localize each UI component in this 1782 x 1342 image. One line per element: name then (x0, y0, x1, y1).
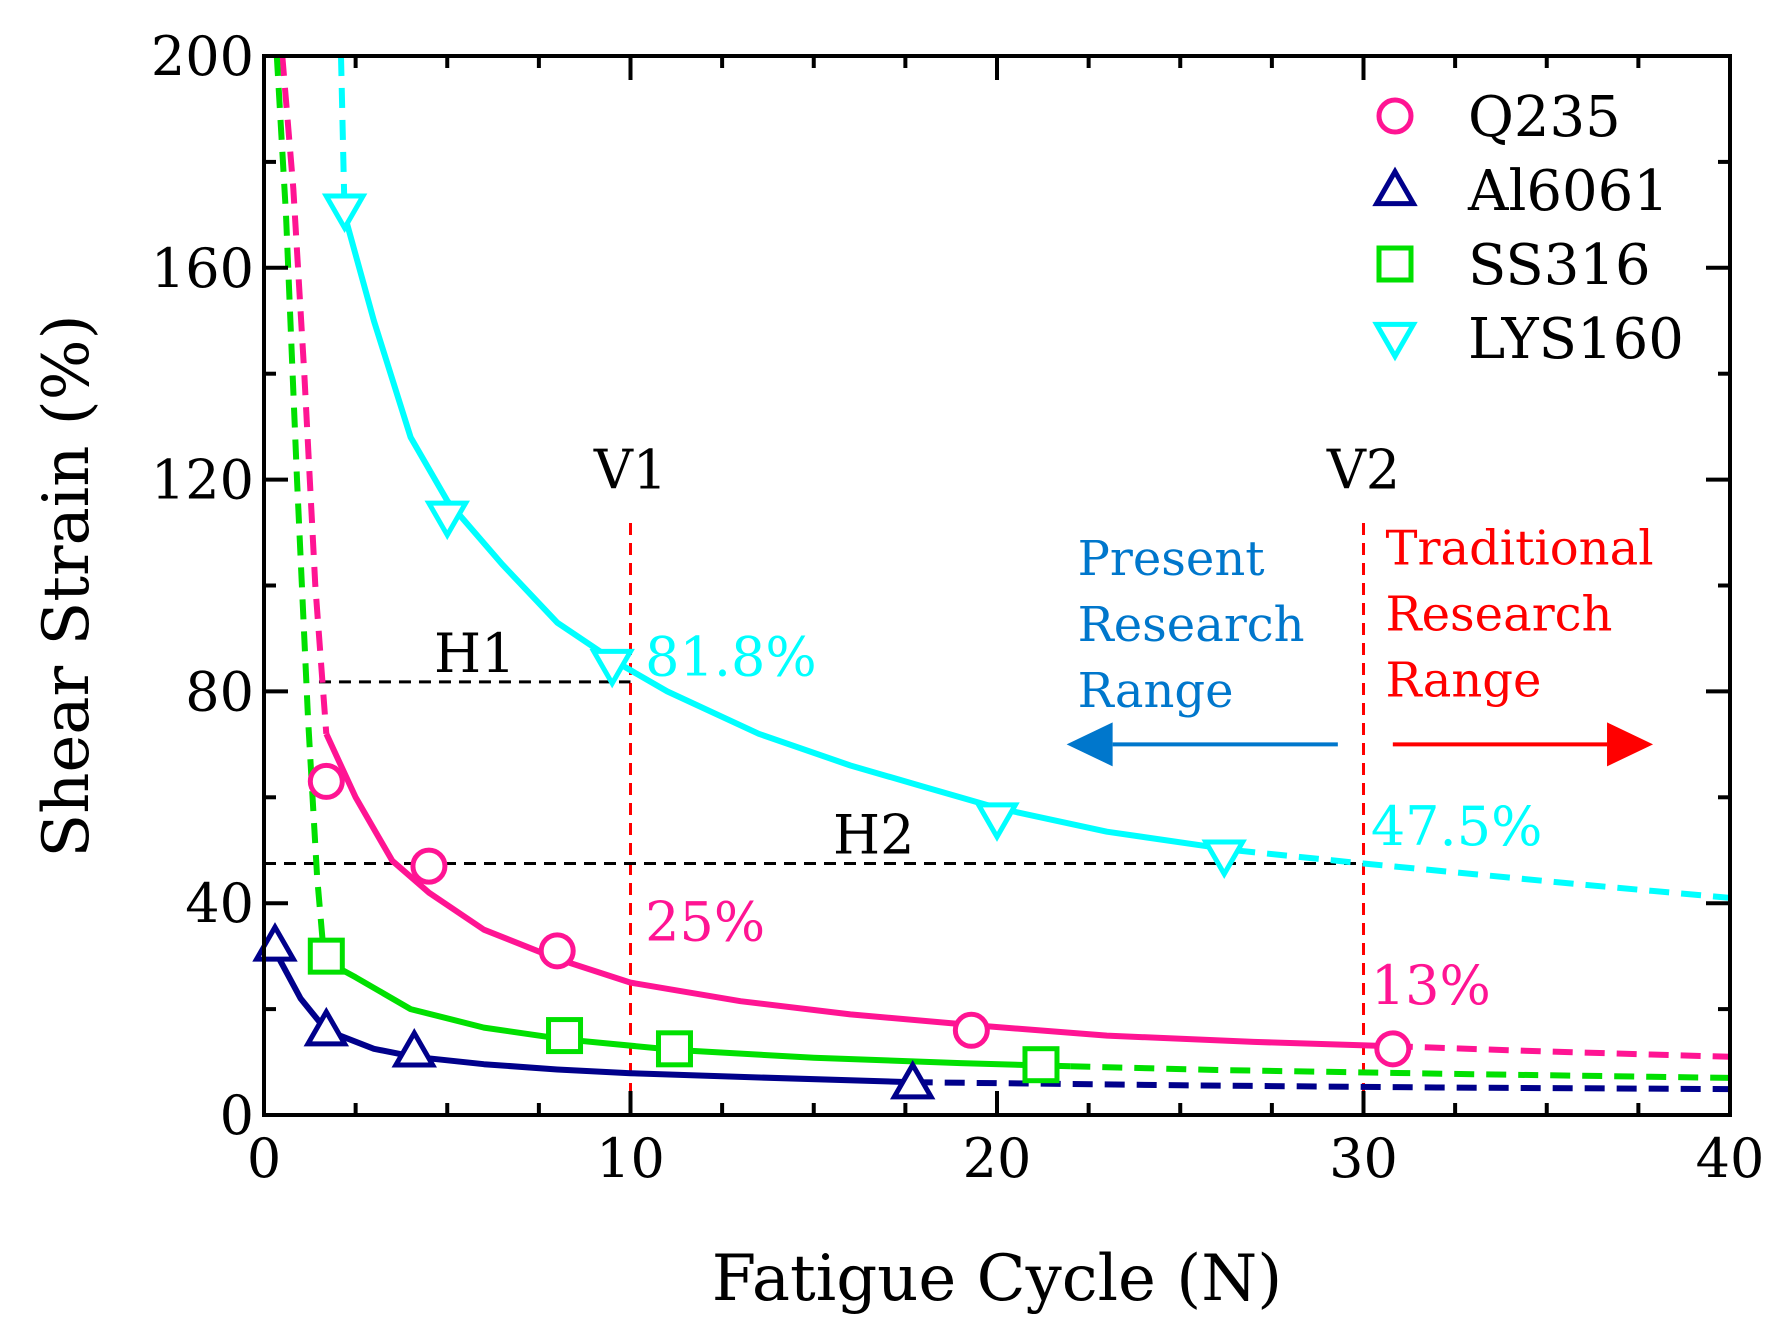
series-al6061-point (391, 1028, 437, 1068)
annotations: 81.8% 25% 47.5% 13% (645, 626, 1542, 1017)
x-tick-label: 10 (596, 1127, 665, 1190)
range-present-label-line: Present (1078, 531, 1265, 587)
y-tick-label: 40 (185, 872, 254, 935)
range-traditional-label-line: Research (1385, 586, 1612, 642)
series-ss316-point (307, 937, 345, 975)
annotation-81-8: 81.8% (645, 626, 817, 689)
series-lys160-point (589, 648, 635, 689)
x-tick-label: 20 (963, 1127, 1032, 1190)
x-tick-label: 0 (247, 1127, 281, 1190)
series-q235-point (410, 847, 448, 885)
range-present-label-line: Range (1078, 663, 1234, 719)
x-tick-label: 40 (1696, 1127, 1765, 1190)
series-lys160-point (1201, 839, 1247, 879)
series-lys160-fit-dashed-head (338, 56, 348, 215)
reference-line-v1-label: V1 (593, 439, 667, 502)
legend-ss316-marker (1376, 245, 1414, 283)
y-tick-label: 0 (220, 1084, 254, 1147)
series-q235-fit-line (323, 732, 1393, 1050)
series-q235-point (1374, 1030, 1412, 1068)
series-lys160-fit-dashed-tail (1234, 847, 1730, 901)
legend-lys160-label: LYS160 (1468, 307, 1684, 372)
y-tick-label: 80 (185, 660, 254, 723)
annotation-47-5: 47.5% (1371, 795, 1543, 858)
axes: 0 10 20 30 40 0 40 80 120 160 200 (151, 25, 1764, 1190)
series-ss316-fit-dashed-head (273, 56, 330, 962)
series-lys160-point (424, 500, 470, 541)
legend-al6061-label: Al6061 (1467, 159, 1669, 224)
series-ss316-fit-line (324, 958, 1071, 1070)
annotation-13: 13% (1371, 954, 1491, 1017)
reference-line-h1-label: H1 (434, 622, 515, 685)
series-lys160-point (974, 802, 1020, 842)
annotation-25: 25% (645, 890, 765, 953)
series-q235-point (952, 1011, 990, 1049)
series-q235-fit-dashed-head (279, 56, 330, 735)
range-traditional-label-line: Range (1385, 652, 1541, 708)
reference-line-h2-label: H2 (833, 803, 914, 866)
series-q235-fit-dashed-tail (1392, 1043, 1730, 1060)
series-al6061-fit-line (272, 949, 913, 1086)
y-tick-label: 160 (151, 237, 254, 300)
series-al6061-point (303, 1006, 350, 1047)
x-axis-label: Fatigue Cycle (N) (712, 1242, 1282, 1316)
legend-lys160-marker (1372, 321, 1418, 362)
series-ss316-point (546, 1017, 584, 1055)
y-axis-label: Shear Strain (%) (30, 314, 104, 857)
data-points (252, 193, 1412, 1100)
series-ss316-fit-dashed-tail (1070, 1063, 1730, 1081)
legend-q235-label: Q235 (1468, 85, 1621, 150)
series-al6061-fit-dashed-tail (912, 1079, 1730, 1093)
research-ranges: Present Research Range Traditional Research R… (1066, 520, 1654, 767)
series-q235-point (538, 932, 576, 970)
legend-q235-marker (1376, 97, 1414, 135)
x-tick-label: 30 (1329, 1127, 1398, 1190)
reference-line-v2-label: V2 (1326, 439, 1400, 502)
series-q235-point (307, 762, 345, 800)
series-lys160-point (321, 193, 368, 233)
legend-ss316-label: SS316 (1468, 233, 1651, 298)
series-ss316-point (655, 1030, 693, 1068)
range-present-arrow-head (1066, 722, 1113, 767)
y-tick-label: 120 (151, 449, 254, 512)
range-present-label-line: Research (1078, 597, 1305, 653)
range-traditional-label-line: Traditional (1385, 520, 1653, 576)
legend: Q235 Al6061 SS316 LYS160 (1372, 85, 1684, 372)
reference-lines: V1 V2 H1 H2 (264, 439, 1400, 1115)
series-ss316-point (1022, 1046, 1060, 1084)
range-traditional-arrow-head (1607, 722, 1654, 767)
fit-curves (272, 56, 1730, 1093)
series-al6061-point (889, 1059, 936, 1100)
y-tick-label: 200 (151, 25, 254, 88)
legend-al6061-marker (1372, 166, 1418, 207)
